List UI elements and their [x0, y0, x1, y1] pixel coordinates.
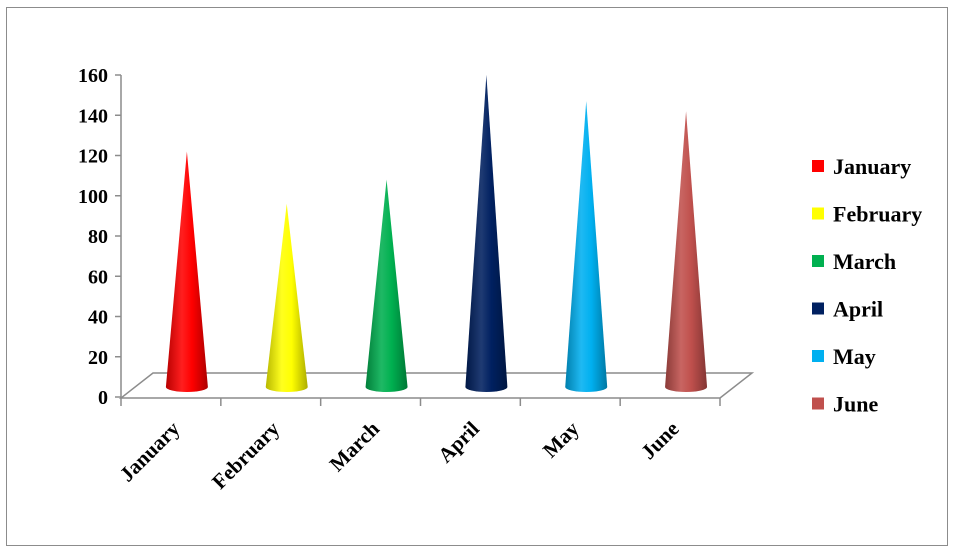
y-tick-label: 100	[78, 186, 108, 208]
chart-floor	[118, 372, 755, 399]
y-tick-label: 140	[78, 105, 108, 127]
legend-swatch-february	[812, 207, 824, 220]
legend-label-february: February	[833, 202, 922, 227]
y-tick-label: 160	[78, 65, 108, 87]
x-label-march: March	[325, 416, 385, 476]
legend-swatch-april	[812, 302, 824, 315]
y-tick-label: 60	[88, 266, 108, 288]
x-label-may: May	[538, 416, 584, 462]
legend-label-april: April	[833, 297, 883, 322]
cone-january	[165, 151, 208, 392]
x-label-april: April	[433, 416, 484, 467]
legend-label-january: January	[833, 154, 911, 179]
cone-june	[665, 111, 708, 392]
y-tick-label: 0	[98, 387, 108, 409]
legend-swatch-june	[812, 397, 824, 410]
legend-label-june: June	[833, 392, 878, 417]
legend-swatch-may	[812, 350, 824, 362]
legend-swatch-january	[812, 160, 824, 172]
legend-swatch-march	[812, 255, 824, 267]
y-tick-label: 80	[88, 226, 108, 248]
y-tick-label: 40	[88, 307, 108, 329]
cone-march	[365, 179, 408, 392]
x-label-january: January	[115, 416, 185, 486]
cone-february	[265, 203, 308, 392]
cone-april	[465, 75, 508, 392]
x-label-february: February	[207, 416, 285, 494]
cone-series	[165, 75, 708, 392]
x-label-june: June	[636, 417, 684, 465]
cone-may	[565, 101, 608, 392]
y-axis: 0 20 40 60 80 100 120 140 160	[78, 65, 721, 409]
x-axis-labels: January February March April May June	[115, 416, 684, 494]
floor-plane	[118, 372, 755, 399]
legend: January February March April May June	[812, 154, 922, 417]
y-tick-label: 20	[88, 347, 108, 369]
legend-label-march: March	[833, 249, 896, 274]
y-tick-label: 120	[78, 146, 108, 168]
legend-label-may: May	[833, 344, 876, 369]
